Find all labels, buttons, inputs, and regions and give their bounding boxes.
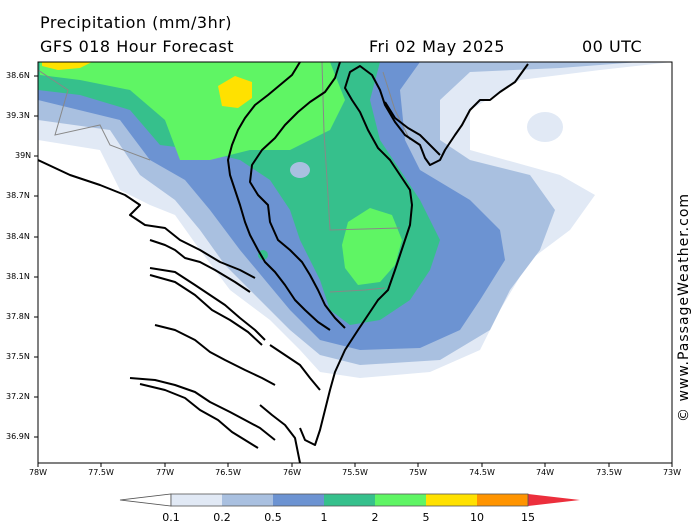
- coastlines: [38, 62, 529, 463]
- lon-label: 77.5W: [88, 468, 114, 477]
- legend-label: 0.1: [162, 511, 180, 524]
- forecast-date: Fri 02 May 2025: [369, 37, 505, 56]
- legend-label: 5: [422, 511, 430, 524]
- legend-swatch-6: [426, 494, 477, 506]
- lat-label: 39N: [15, 151, 32, 160]
- axis-ticks: [34, 75, 673, 467]
- lat-label: 38.6N: [6, 71, 30, 80]
- legend-label: 0.5: [264, 511, 282, 524]
- legend-arrow-right: [528, 494, 580, 506]
- forecast-subtitle: GFS 018 Hour Forecast: [40, 37, 235, 56]
- legend-arrow-left: [119, 493, 172, 507]
- lat-label: 38.1N: [6, 272, 30, 281]
- lat-label: 37.8N: [6, 312, 30, 321]
- legend-swatch-4: [324, 494, 375, 506]
- legend-label: 10: [470, 511, 484, 524]
- lon-label: 78W: [28, 468, 48, 477]
- lat-label: 37.5N: [6, 352, 30, 361]
- credit-text: © www.PassageWeather.com: [676, 192, 692, 422]
- legend-swatch-5: [375, 494, 426, 506]
- lon-label: 77W: [155, 468, 175, 477]
- legend-swatch-1: [171, 494, 222, 506]
- legend-label: 0.2: [213, 511, 231, 524]
- legend-swatch-7: [477, 494, 528, 506]
- forecast-time: 00 UTC: [582, 37, 643, 56]
- lat-label: 36.9N: [6, 432, 30, 441]
- legend-label: 2: [371, 511, 379, 524]
- precip-band-5a: [218, 76, 252, 108]
- state-borders: [38, 62, 411, 293]
- precip-blob-east: [527, 112, 563, 142]
- lat-label: 38.4N: [6, 232, 30, 241]
- legend-label: 15: [521, 511, 535, 524]
- lat-label: 37.2N: [6, 392, 30, 401]
- map-title: Precipitation (mm/3hr): [40, 13, 233, 32]
- precip-band-1: [38, 62, 440, 325]
- legend-bar: [119, 493, 580, 507]
- lon-label: 75W: [408, 468, 428, 477]
- precip-band-5b: [42, 62, 92, 70]
- precipitation-field: [38, 62, 672, 463]
- lon-label: 74.5W: [469, 468, 495, 477]
- legend-label: 1: [320, 511, 328, 524]
- lon-label: 76.5W: [215, 468, 241, 477]
- lon-label: 73W: [662, 468, 682, 477]
- lat-label: 38.7N: [6, 191, 30, 200]
- precip-band-2b: [342, 208, 402, 285]
- legend-swatch-3: [273, 494, 324, 506]
- lon-label: 74W: [535, 468, 555, 477]
- lat-label: 39.3N: [6, 111, 30, 120]
- lon-label: 75.5W: [342, 468, 368, 477]
- lon-label: 76W: [282, 468, 302, 477]
- precip-band-2a: [40, 62, 345, 160]
- lon-label: 73.5W: [596, 468, 622, 477]
- legend-swatch-2: [222, 494, 273, 506]
